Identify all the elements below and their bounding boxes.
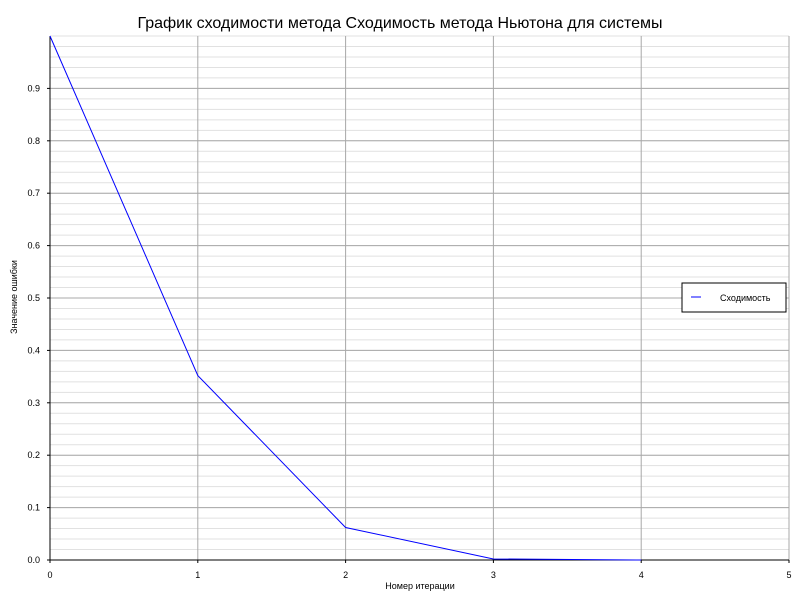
y-tick-label: 0.5 [27, 293, 40, 303]
y-tick-label: 0.0 [27, 555, 40, 565]
x-tick-label: 4 [639, 570, 644, 580]
x-tick-label: 3 [491, 570, 496, 580]
x-tick-labels: 0 1 2 3 4 5 [47, 560, 792, 580]
x-tick-label: 0 [47, 570, 52, 580]
y-axis-label: Значение ошибки [9, 260, 19, 334]
y-tick-label: 0.7 [27, 188, 40, 198]
chart-title: График сходимости метода Сходимость мето… [137, 15, 662, 32]
legend: Сходимость [681, 282, 787, 313]
x-tick-label: 2 [343, 570, 348, 580]
x-tick-label: 1 [195, 570, 200, 580]
y-tick-label: 0.4 [27, 345, 40, 355]
x-axis-label: Номер итерации [385, 581, 454, 591]
y-tick-label: 0.6 [27, 241, 40, 251]
series-line [49, 35, 642, 561]
y-tick-label: 0.9 [27, 83, 40, 93]
legend-label: Сходимость [720, 293, 771, 303]
y-tick-label: 0.3 [27, 398, 40, 408]
y-tick-label: 0.1 [27, 503, 40, 513]
y-tick-label: 0.2 [27, 450, 40, 460]
series-layer [49, 35, 642, 561]
y-tick-label: 0.8 [27, 136, 40, 146]
y-tick-labels: 0.0 0.1 0.2 0.3 0.4 0.5 0.6 0.7 0.8 0.9 [27, 83, 50, 565]
major-grid [49, 36, 790, 561]
x-tick-label: 5 [786, 570, 791, 580]
